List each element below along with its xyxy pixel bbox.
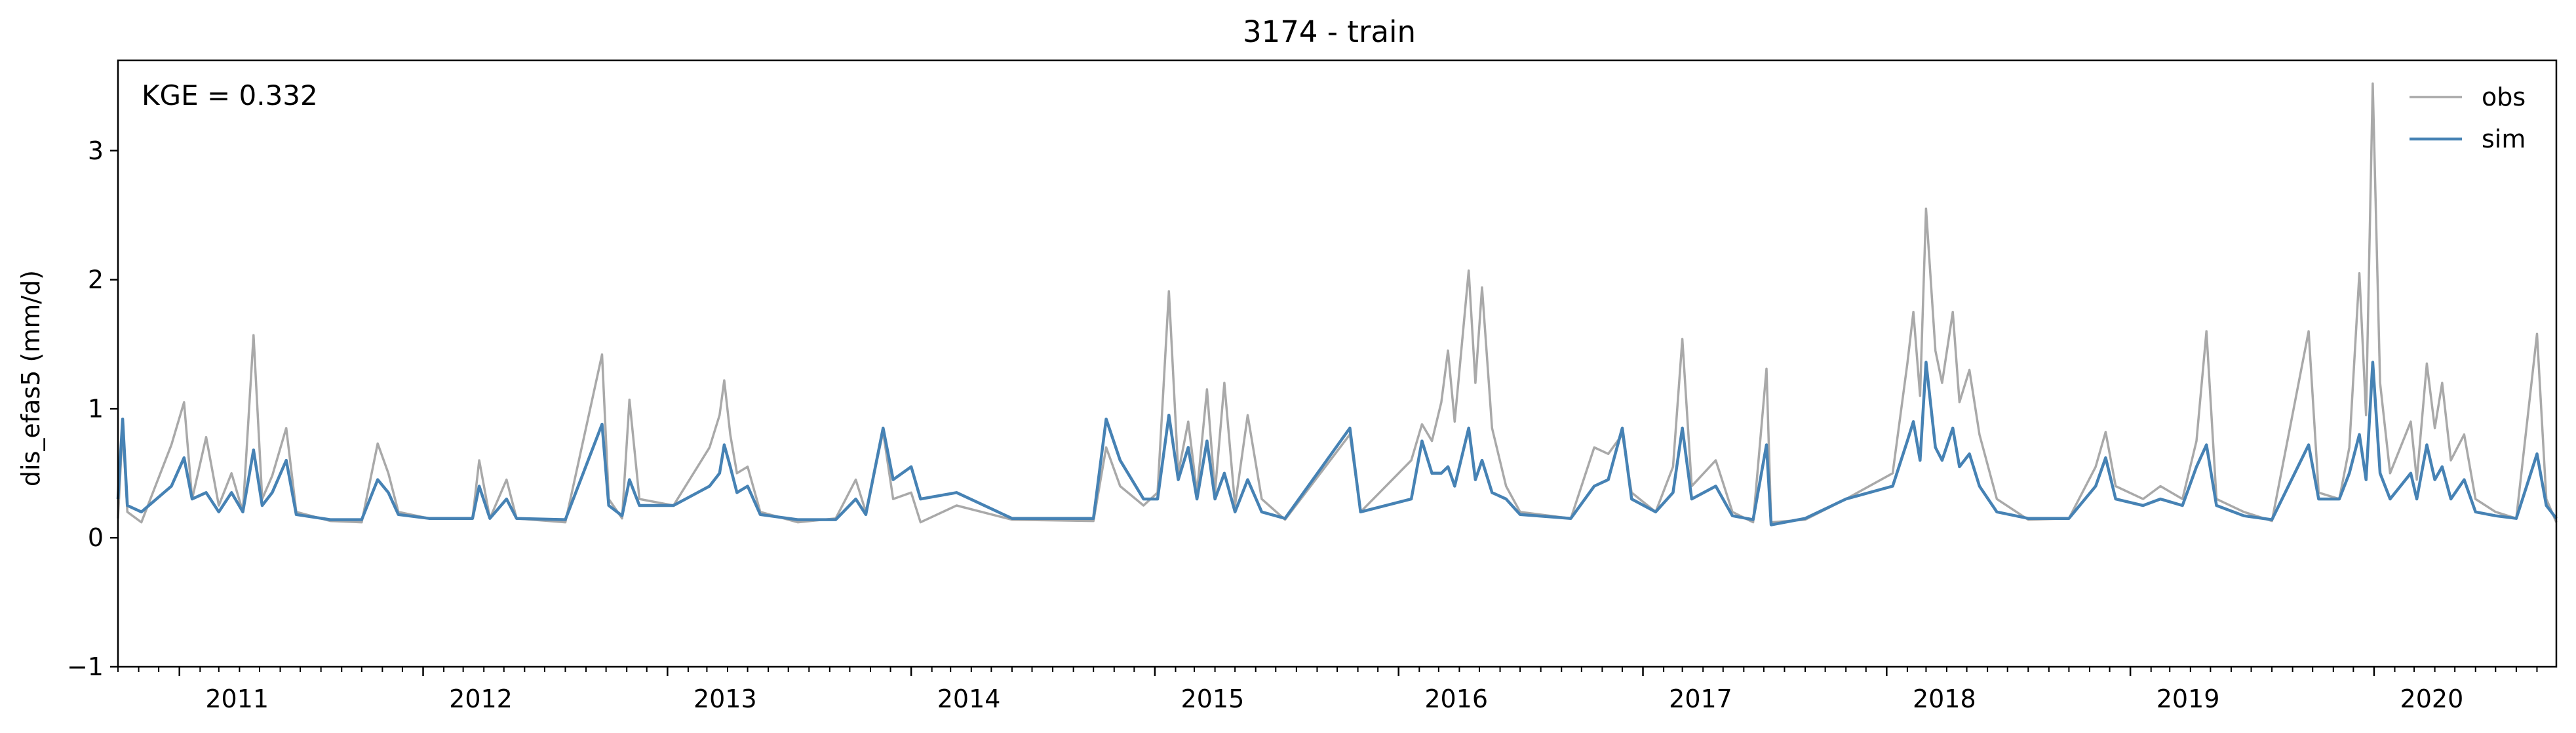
kge-annotation: KGE = 0.332 (142, 79, 318, 111)
plot-frame (117, 59, 2558, 668)
legend-label-obs: obs (2482, 83, 2526, 111)
x-tick-label: 2020 (2400, 684, 2464, 713)
y-tick-label: 1 (88, 394, 104, 423)
y-tick-label: 2 (88, 266, 104, 294)
x-tick-label: 2011 (205, 684, 269, 713)
y-tick-label: −1 (67, 652, 104, 681)
x-tick-label: 2018 (1913, 684, 1976, 713)
y-tick-label: 0 (88, 523, 104, 552)
x-tick-label: 2016 (1424, 684, 1488, 713)
series-line-obs (117, 82, 2558, 524)
x-tick-label: 2017 (1669, 684, 1732, 713)
x-tick-label: 2014 (937, 684, 1001, 713)
axes: −1 0 1 2 3 2011 2012 2013 2014 2015 2016 2017 2018 20… (67, 59, 2558, 713)
x-tick-label: 2012 (449, 684, 513, 713)
legend-label-sim: sim (2482, 125, 2526, 153)
y-tick-label: 3 (88, 136, 104, 165)
y-axis-label: dis_efas5 (mm/d) (16, 270, 45, 486)
x-tick-label: 2015 (1181, 684, 1245, 713)
series-line-sim (116, 361, 2558, 526)
x-tick-label: 2019 (2156, 684, 2220, 713)
plot-area (116, 82, 2558, 526)
legend: obs sim (2410, 83, 2526, 153)
x-tick-label: 2013 (693, 684, 757, 713)
chart-title: 3174 - train (1243, 14, 1416, 49)
